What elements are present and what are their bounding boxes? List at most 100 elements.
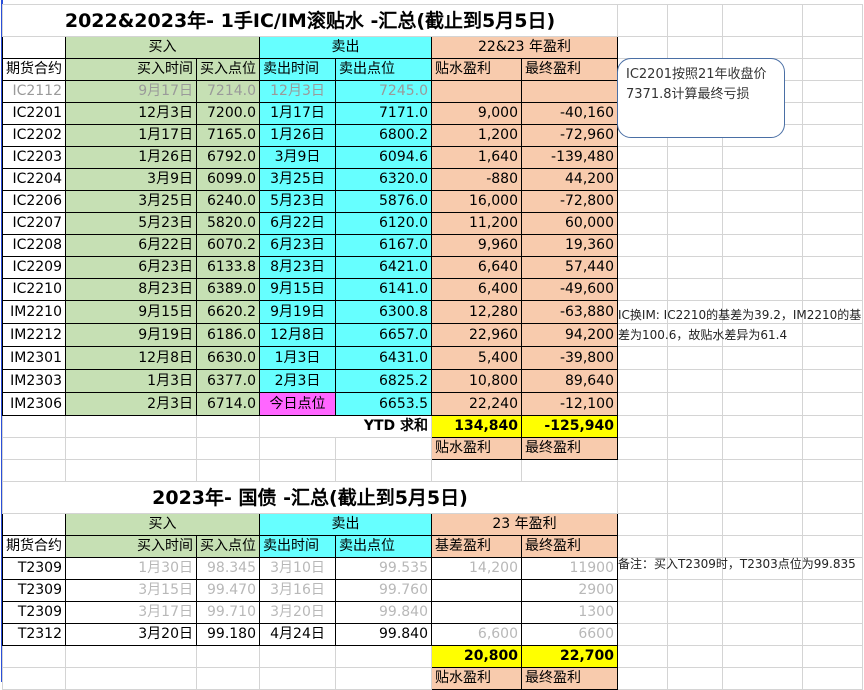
sell-date-cell[interactable]: 1月26日 — [259, 124, 336, 147]
sell-date-cell[interactable]: 12月3日 — [259, 80, 336, 103]
buy-date-cell[interactable]: 9月19日 — [65, 323, 197, 347]
empty-cell[interactable] — [802, 234, 863, 257]
footer-label[interactable]: 贴水盈利 — [431, 667, 522, 690]
sell-price-cell[interactable]: 6825.2 — [335, 369, 432, 393]
buy-date-cell[interactable]: 6月23日 — [65, 256, 197, 279]
sheet-title[interactable]: 2022&2023年- 1手IC/IM滚贴水 -汇总(截止到5月5日) — [2, 4, 618, 37]
empty-cell[interactable] — [802, 415, 863, 438]
empty-cell[interactable] — [617, 234, 668, 257]
sell-price-cell[interactable]: 6657.0 — [335, 323, 432, 347]
empty-cell[interactable] — [802, 437, 863, 460]
discount-profit-cell[interactable]: 12,280 — [431, 300, 522, 324]
contract-cell[interactable]: IC2202 — [2, 124, 66, 147]
sell-date-cell[interactable]: 1月3日 — [259, 346, 336, 370]
final-profit-cell[interactable]: -72,960 — [521, 124, 618, 147]
empty-cell[interactable] — [2, 513, 66, 536]
contract-cell[interactable]: IC2201 — [2, 102, 66, 125]
final-profit-cell[interactable]: 44,200 — [521, 168, 618, 191]
empty-cell[interactable] — [617, 278, 668, 301]
discount-profit-cell[interactable] — [431, 80, 522, 103]
empty-cell[interactable] — [2, 437, 66, 460]
empty-cell[interactable] — [802, 256, 863, 279]
empty-cell[interactable] — [667, 278, 723, 301]
empty-cell[interactable] — [196, 437, 260, 460]
empty-cell[interactable] — [617, 4, 668, 37]
contract-cell[interactable]: IC2112 — [2, 80, 66, 103]
final-profit-cell[interactable]: 19,360 — [521, 234, 618, 257]
empty-cell[interactable] — [617, 415, 668, 438]
contract-cell[interactable]: IM2210 — [2, 300, 66, 324]
buy-date-cell[interactable]: 3月15日 — [65, 579, 197, 602]
sell-date-cell[interactable]: 8月23日 — [259, 256, 336, 279]
header-buy[interactable]: 买入 — [65, 513, 260, 536]
empty-cell[interactable] — [65, 437, 197, 460]
empty-cell[interactable] — [802, 601, 863, 624]
sell-price-cell[interactable]: 6800.2 — [335, 124, 432, 147]
empty-cell[interactable] — [667, 36, 723, 59]
empty-cell[interactable] — [335, 667, 432, 690]
buy-price-cell[interactable]: 6792.0 — [196, 146, 260, 169]
empty-cell[interactable] — [196, 645, 260, 668]
final-profit-cell[interactable]: -72,800 — [521, 190, 618, 213]
buy-price-cell[interactable]: 98.345 — [196, 557, 260, 580]
buy-price-cell[interactable]: 99.470 — [196, 579, 260, 602]
column-header[interactable]: 卖出点位 — [335, 58, 432, 81]
empty-cell[interactable] — [196, 415, 260, 438]
empty-cell[interactable] — [617, 459, 668, 482]
sell-price-cell[interactable]: 7245.0 — [335, 80, 432, 103]
final-profit-cell[interactable]: -39,800 — [521, 346, 618, 370]
sell-date-cell[interactable]: 3月16日 — [259, 579, 336, 602]
empty-cell[interactable] — [802, 667, 863, 690]
buy-price-cell[interactable]: 99.180 — [196, 623, 260, 646]
buy-price-cell[interactable]: 7165.0 — [196, 124, 260, 147]
contract-cell[interactable]: IM2306 — [2, 392, 66, 416]
empty-cell[interactable] — [802, 124, 863, 147]
empty-cell[interactable] — [722, 168, 803, 191]
spreadsheet-grid[interactable]: 2022&2023年- 1手IC/IM滚贴水 -汇总(截止到5月5日) 买入 卖出 2… — [2, 4, 863, 690]
empty-cell[interactable] — [617, 601, 668, 624]
empty-cell[interactable] — [722, 234, 803, 257]
empty-cell[interactable] — [259, 645, 336, 668]
final-profit-cell[interactable]: 2900 — [521, 579, 618, 602]
discount-profit-cell[interactable]: 6,640 — [431, 256, 522, 279]
discount-profit-cell[interactable]: 9,000 — [431, 102, 522, 125]
contract-cell[interactable]: T2312 — [2, 623, 66, 646]
final-profit-cell[interactable]: 89,640 — [521, 369, 618, 393]
sell-date-cell[interactable]: 3月20日 — [259, 601, 336, 624]
total-label[interactable]: YTD 求和 — [259, 415, 432, 438]
empty-cell[interactable] — [667, 168, 723, 191]
empty-cell[interactable] — [667, 369, 723, 393]
empty-cell[interactable] — [335, 459, 432, 482]
sell-price-cell[interactable]: 99.535 — [335, 557, 432, 580]
empty-cell[interactable] — [802, 323, 863, 347]
sell-price-cell[interactable]: 99.760 — [335, 579, 432, 602]
column-header[interactable]: 买入点位 — [196, 535, 260, 558]
header-sell[interactable]: 卖出 — [259, 36, 432, 59]
empty-cell[interactable] — [802, 190, 863, 213]
buy-price-cell[interactable]: 6186.0 — [196, 323, 260, 347]
empty-cell[interactable] — [617, 623, 668, 646]
buy-date-cell[interactable]: 12月8日 — [65, 346, 197, 370]
sell-price-cell[interactable]: 6094.6 — [335, 146, 432, 169]
empty-cell[interactable] — [617, 513, 668, 536]
contract-cell[interactable]: IC2203 — [2, 146, 66, 169]
discount-profit-cell[interactable]: 11,200 — [431, 212, 522, 235]
empty-cell[interactable] — [802, 346, 863, 370]
empty-cell[interactable] — [722, 4, 803, 37]
discount-profit-cell[interactable]: 22,240 — [431, 392, 522, 416]
final-profit-cell[interactable]: 60,000 — [521, 212, 618, 235]
final-profit-cell[interactable]: -40,160 — [521, 102, 618, 125]
empty-cell[interactable] — [617, 256, 668, 279]
empty-cell[interactable] — [722, 256, 803, 279]
buy-price-cell[interactable]: 5820.0 — [196, 212, 260, 235]
empty-cell[interactable] — [431, 459, 522, 482]
discount-profit-cell[interactable]: 1,640 — [431, 146, 522, 169]
contract-cell[interactable]: IC2210 — [2, 278, 66, 301]
column-header[interactable]: 最终盈利 — [521, 58, 618, 81]
empty-cell[interactable] — [802, 645, 863, 668]
empty-cell[interactable] — [196, 459, 260, 482]
column-header[interactable]: 卖出时间 — [259, 58, 336, 81]
sell-date-cell[interactable]: 2月3日 — [259, 369, 336, 393]
buy-date-cell[interactable]: 9月15日 — [65, 300, 197, 324]
column-header[interactable]: 贴水盈利 — [431, 58, 522, 81]
